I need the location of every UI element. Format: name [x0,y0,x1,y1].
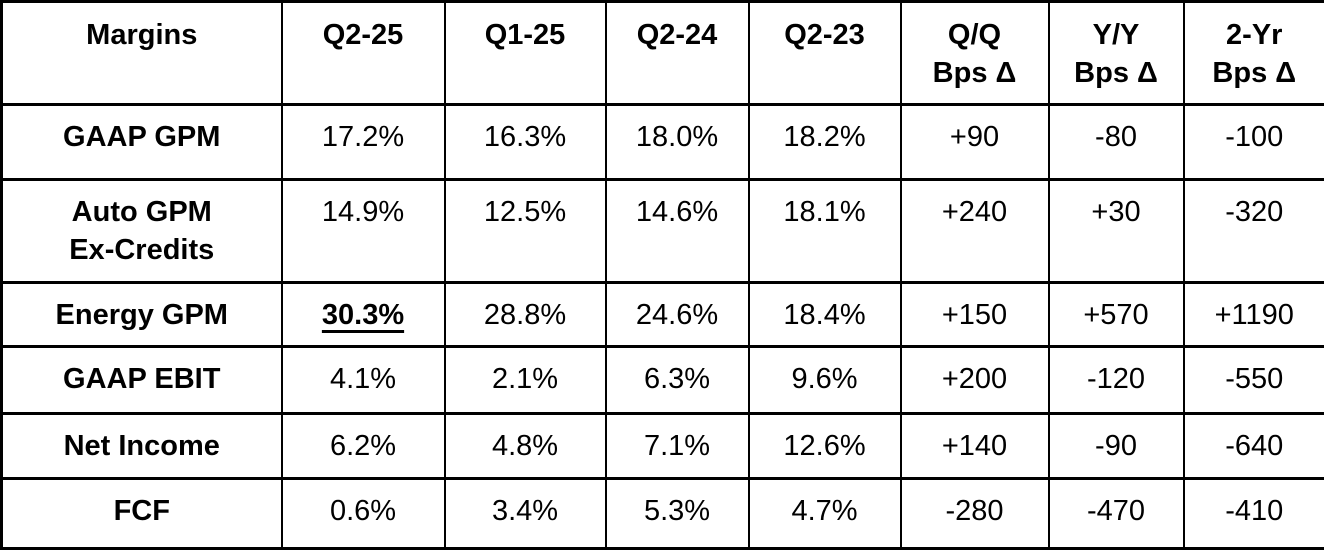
header-cell-2yr-bps-delta: 2-Yr Bps Δ [1184,2,1324,105]
cell-auto-gpm-yy-bps: +30 [1049,180,1184,283]
cell-gaap-ebit-q2-25: 4.1% [282,347,445,414]
header-cell-yy-bps-delta: Y/Y Bps Δ [1049,2,1184,105]
cell-energy-gpm-yy-bps: +570 [1049,283,1184,347]
table-row-auto-gpm-ex-credits: Auto GPM Ex-Credits 14.9% 12.5% 14.6% 18… [2,180,1324,283]
header-cell-q2-25: Q2-25 [282,2,445,105]
header-cell-q1-25: Q1-25 [445,2,606,105]
row-label-gaap-gpm: GAAP GPM [2,105,282,180]
row-label-fcf: FCF [2,479,282,549]
cell-gaap-gpm-2yr-bps: -100 [1184,105,1324,180]
cell-energy-gpm-q2-23: 18.4% [749,283,901,347]
cell-auto-gpm-q2-25: 14.9% [282,180,445,283]
cell-energy-gpm-q2-25-emphasized: 30.3% [282,283,445,347]
table-row-net-income: Net Income 6.2% 4.8% 7.1% 12.6% +140 -90… [2,414,1324,479]
header-cell-q2-23: Q2-23 [749,2,901,105]
cell-net-income-yy-bps: -90 [1049,414,1184,479]
table-row-fcf: FCF 0.6% 3.4% 5.3% 4.7% -280 -470 -410 [2,479,1324,549]
cell-energy-gpm-q2-24: 24.6% [606,283,749,347]
cell-gaap-gpm-q1-25: 16.3% [445,105,606,180]
cell-auto-gpm-q2-23: 18.1% [749,180,901,283]
cell-net-income-q2-23: 12.6% [749,414,901,479]
cell-fcf-q2-24: 5.3% [606,479,749,549]
cell-net-income-q1-25: 4.8% [445,414,606,479]
header-row: Margins Q2-25 Q1-25 Q2-24 Q2-23 Q/Q Bps … [2,2,1324,105]
cell-fcf-q2-25: 0.6% [282,479,445,549]
cell-auto-gpm-2yr-bps: -320 [1184,180,1324,283]
cell-gaap-gpm-q2-23: 18.2% [749,105,901,180]
cell-energy-gpm-qq-bps: +150 [901,283,1049,347]
header-cell-q2-24: Q2-24 [606,2,749,105]
cell-fcf-yy-bps: -470 [1049,479,1184,549]
cell-gaap-ebit-yy-bps: -120 [1049,347,1184,414]
row-label-net-income: Net Income [2,414,282,479]
header-cell-margins: Margins [2,2,282,105]
header-cell-qq-bps-delta: Q/Q Bps Δ [901,2,1049,105]
cell-energy-gpm-q1-25: 28.8% [445,283,606,347]
cell-auto-gpm-q1-25: 12.5% [445,180,606,283]
cell-gaap-gpm-yy-bps: -80 [1049,105,1184,180]
cell-net-income-qq-bps: +140 [901,414,1049,479]
row-label-gaap-ebit: GAAP EBIT [2,347,282,414]
cell-fcf-qq-bps: -280 [901,479,1049,549]
cell-gaap-gpm-qq-bps: +90 [901,105,1049,180]
cell-gaap-ebit-2yr-bps: -550 [1184,347,1324,414]
cell-auto-gpm-qq-bps: +240 [901,180,1049,283]
cell-gaap-ebit-q1-25: 2.1% [445,347,606,414]
row-label-energy-gpm: Energy GPM [2,283,282,347]
cell-energy-gpm-2yr-bps: +1190 [1184,283,1324,347]
cell-gaap-ebit-q2-24: 6.3% [606,347,749,414]
cell-fcf-q2-23: 4.7% [749,479,901,549]
cell-gaap-gpm-q2-24: 18.0% [606,105,749,180]
cell-fcf-2yr-bps: -410 [1184,479,1324,549]
cell-gaap-gpm-q2-25: 17.2% [282,105,445,180]
cell-net-income-q2-25: 6.2% [282,414,445,479]
row-label-auto-gpm-ex-credits: Auto GPM Ex-Credits [2,180,282,283]
cell-gaap-ebit-qq-bps: +200 [901,347,1049,414]
cell-fcf-q1-25: 3.4% [445,479,606,549]
table-row-gaap-ebit: GAAP EBIT 4.1% 2.1% 6.3% 9.6% +200 -120 … [2,347,1324,414]
cell-net-income-q2-24: 7.1% [606,414,749,479]
cell-net-income-2yr-bps: -640 [1184,414,1324,479]
table-row-gaap-gpm: GAAP GPM 17.2% 16.3% 18.0% 18.2% +90 -80… [2,105,1324,180]
cell-gaap-ebit-q2-23: 9.6% [749,347,901,414]
cell-auto-gpm-q2-24: 14.6% [606,180,749,283]
table-row-energy-gpm: Energy GPM 30.3% 28.8% 24.6% 18.4% +150 … [2,283,1324,347]
